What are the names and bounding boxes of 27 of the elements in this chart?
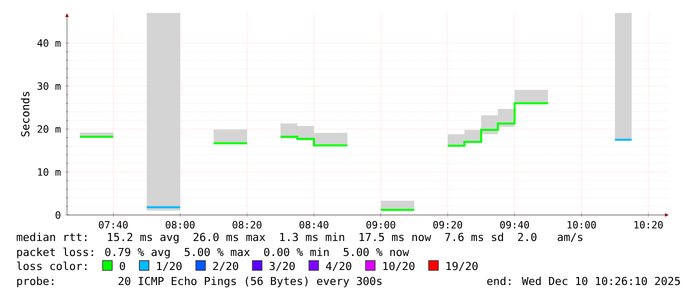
x-tick-label: 07:40 [98,220,128,229]
x-tick-label: 10:00 [568,220,596,229]
x-tick-label: 08:20 [232,220,262,229]
legend-title: loss color: [17,262,86,270]
legend-label: 10/20 [383,262,414,272]
legend-label: 19/20 [446,262,478,272]
y-tick-label: 30 m [38,82,61,90]
text: probe: 20 ICMP Echo Pings (56 Bytes) every 300s [17,276,382,288]
legend-label: 2/20 [213,262,238,272]
text: median rtt: 15.2 ms avg 26.0 ms max 1.3 ms min 17.5 ms now 7.6 ms sd 2.0 am/s [16,232,582,244]
x-tick-label: 09:00 [366,220,396,229]
x-tick-label: 08:40 [300,220,328,229]
legend-label: 3/20 [270,262,295,272]
y-tick-label: 0 [56,211,60,219]
y-tick-label: 20 m [38,125,61,133]
text: end: Wed Dec 10 10:26:10 2025 [487,276,680,286]
x-tick-label: 09:40 [500,220,530,229]
legend-label: 4/20 [326,262,352,272]
legend-label: 0 [120,262,126,270]
legend-label: 1/20 [157,262,182,272]
x-tick-label: 08:00 [166,220,195,229]
text: packet loss: 0.79 % avg 5.00 % max 0.00 % min 5.00 % now [17,248,410,258]
x-tick-label: 09:20 [433,220,462,229]
y-axis-title: Seconds [20,92,30,136]
y-tick-label: 40 m [37,39,61,47]
y-tick-label: 10 m [38,168,61,176]
x-tick-label: 10:20 [634,220,663,229]
